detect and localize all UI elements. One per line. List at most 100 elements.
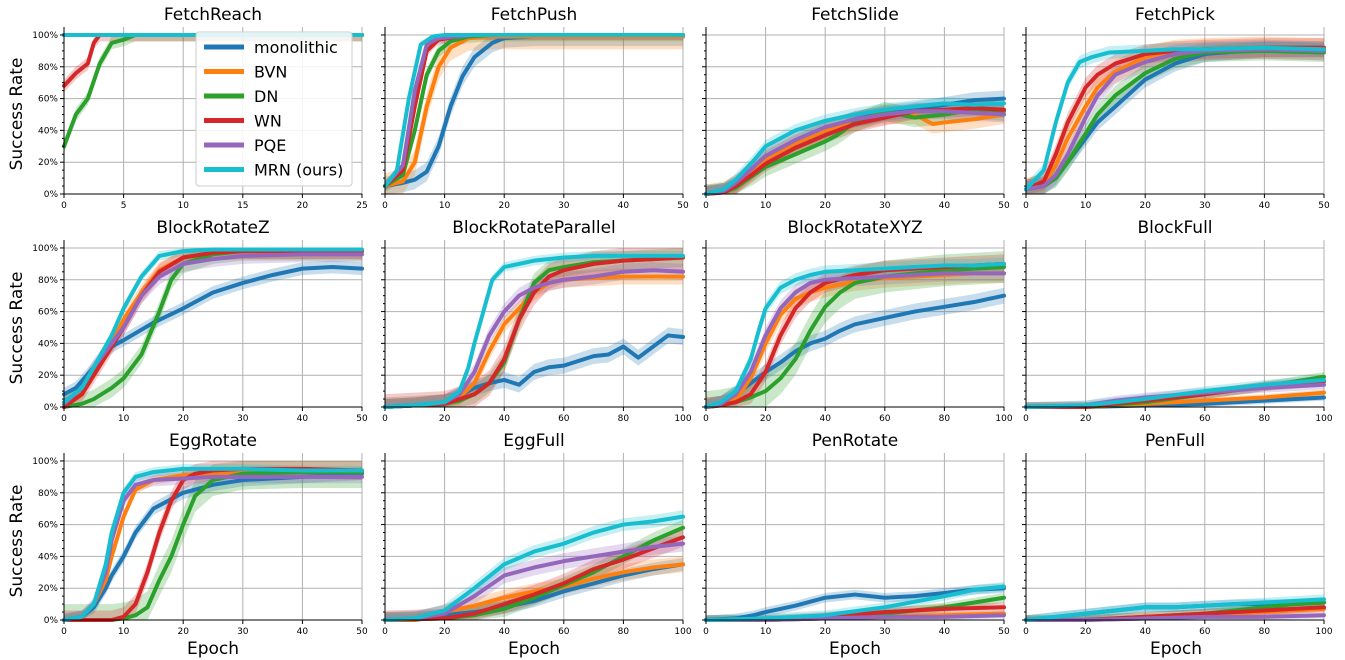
- x-tick-label: 30: [1199, 201, 1211, 211]
- x-tick-label: 0: [1023, 627, 1029, 637]
- y-tick-label: 0%: [44, 616, 59, 626]
- series-line-mrn-ours: [704, 101, 1006, 196]
- x-tick-label: 50: [998, 627, 1010, 637]
- series-line-mrn-ours: [704, 261, 1006, 409]
- series-line-mrn-ours: [62, 247, 364, 405]
- legend-label-mrn-ours: MRN (ours): [254, 161, 343, 180]
- x-axis-label-col-4: Epoch: [1150, 639, 1202, 659]
- band-mrn-ours: [1026, 375, 1324, 407]
- plot-area: [1026, 453, 1324, 620]
- x-tick-label: 60: [1199, 627, 1211, 637]
- x-tick-label: 10: [177, 201, 189, 211]
- series-line-mrn-ours: [704, 584, 1006, 622]
- x-tick-label: 40: [939, 201, 951, 211]
- x-tick-label: 0: [1023, 414, 1029, 424]
- x-tick-label: 40: [297, 627, 309, 637]
- x-tick-label: 60: [558, 627, 570, 637]
- band-monolithic: [64, 260, 362, 401]
- y-axis-label-row-3: Success Rate: [7, 485, 27, 598]
- x-tick-label: 20: [1080, 414, 1092, 424]
- x-tick-label: 20: [177, 627, 189, 637]
- legend: monolithic BVN DN WN PQE MRN (ours): [195, 31, 353, 187]
- subplot-fetchpick: 0 10 20 30 40 50 FetchPick: [1022, 5, 1330, 211]
- x-tick-label: 5: [121, 201, 127, 211]
- x-tick-label: 80: [618, 627, 630, 637]
- x-tick-label: 80: [1259, 627, 1271, 637]
- x-tick-label: 20: [819, 201, 831, 211]
- x-tick-label: 10: [118, 627, 130, 637]
- subplot-title: FetchPush: [491, 5, 577, 25]
- x-tick-label: 40: [819, 414, 831, 424]
- band-monolithic: [385, 327, 683, 407]
- x-tick-label: 0: [1023, 201, 1029, 211]
- series-line-pqe: [383, 541, 685, 622]
- x-tick-label: 100: [674, 627, 691, 637]
- subplot-blockfull: 0 20 40 60 80 100 BlockFull: [1022, 218, 1333, 424]
- subplot-title: FetchPick: [1135, 5, 1215, 25]
- x-tick-label: 20: [819, 627, 831, 637]
- subplot-blockrotatexyz: 0 20 40 60 80 100 BlockRotateXYZ: [702, 218, 1013, 424]
- legend-label-dn: DN: [254, 87, 278, 106]
- x-tick-label: 20: [439, 627, 451, 637]
- x-tick-label: 50: [998, 201, 1010, 211]
- x-tick-label: 30: [237, 627, 249, 637]
- x-tick-label: 40: [1259, 201, 1271, 211]
- x-tick-label: 15: [237, 201, 248, 211]
- y-axis-label-row-1: Success Rate: [7, 58, 27, 171]
- y-tick-label: 60%: [38, 521, 58, 531]
- x-axis-label-col-3: Epoch: [829, 639, 881, 659]
- y-tick-label: 40%: [38, 339, 58, 349]
- series-line-wn: [383, 255, 685, 409]
- subplot-blockrotatez: 0% 20% 40% 60% 80% 100% 0 10 20 30 40 50 BlockRotate…: [32, 218, 368, 424]
- x-axis-label-col-2: Epoch: [508, 639, 560, 659]
- subplot-eggfull: 0 20 40 60 80 100 EggFull: [381, 431, 692, 637]
- x-tick-label: 80: [939, 414, 951, 424]
- x-axis-labels: Epoch Epoch Epoch Epoch: [187, 639, 1202, 659]
- y-tick-label: 20%: [38, 158, 58, 168]
- series-line-pqe: [704, 271, 1006, 409]
- subplot-title: BlockRotateParallel: [452, 218, 616, 238]
- subplot-title: BlockRotateXYZ: [787, 218, 922, 238]
- subplot-title: EggRotate: [169, 431, 257, 451]
- x-tick-label: 10: [118, 414, 130, 424]
- x-tick-label: 20: [439, 414, 451, 424]
- subplot-title: FetchSlide: [811, 5, 899, 25]
- legend-label-wn: WN: [254, 112, 282, 131]
- subplot-title: EggFull: [503, 431, 564, 451]
- y-tick-label: 100%: [32, 244, 58, 254]
- plot-area: [385, 240, 683, 407]
- x-tick-label: 50: [356, 414, 368, 424]
- x-tick-label: 20: [760, 414, 772, 424]
- x-tick-label: 60: [879, 414, 891, 424]
- x-axis-label-col-1: Epoch: [187, 639, 239, 659]
- band-wn: [1026, 38, 1324, 195]
- y-tick-label: 60%: [38, 308, 58, 318]
- band-wn: [385, 247, 683, 407]
- x-tick-label: 40: [1139, 414, 1151, 424]
- subplot-title: PenRotate: [812, 431, 899, 451]
- x-tick-label: 10: [760, 201, 772, 211]
- y-tick-label: 0%: [44, 190, 59, 200]
- x-tick-label: 30: [879, 627, 891, 637]
- subplot-penrotate: 0 10 20 30 40 50 PenRotate: [702, 431, 1010, 637]
- x-tick-label: 40: [498, 627, 510, 637]
- x-tick-label: 0: [703, 627, 709, 637]
- subplot-penfull: 0 20 40 60 80 100 PenFull: [1022, 431, 1333, 637]
- x-tick-label: 100: [1315, 627, 1332, 637]
- x-tick-label: 10: [1080, 201, 1092, 211]
- x-tick-label: 50: [356, 627, 368, 637]
- x-tick-label: 20: [297, 201, 309, 211]
- legend-label-monolithic: monolithic: [254, 38, 338, 57]
- x-tick-label: 80: [1259, 414, 1271, 424]
- x-tick-label: 40: [498, 414, 510, 424]
- x-tick-label: 100: [1315, 414, 1332, 424]
- subplot-title: FetchReach: [164, 5, 262, 25]
- series-line-mrn-ours: [1024, 597, 1326, 622]
- y-axis-label-row-2: Success Rate: [7, 272, 27, 385]
- x-tick-label: 100: [995, 414, 1012, 424]
- y-tick-label: 80%: [38, 489, 58, 499]
- y-tick-label: 60%: [38, 95, 58, 105]
- x-tick-label: 30: [879, 201, 891, 211]
- x-tick-label: 50: [677, 201, 689, 211]
- band-bvn: [706, 104, 1004, 194]
